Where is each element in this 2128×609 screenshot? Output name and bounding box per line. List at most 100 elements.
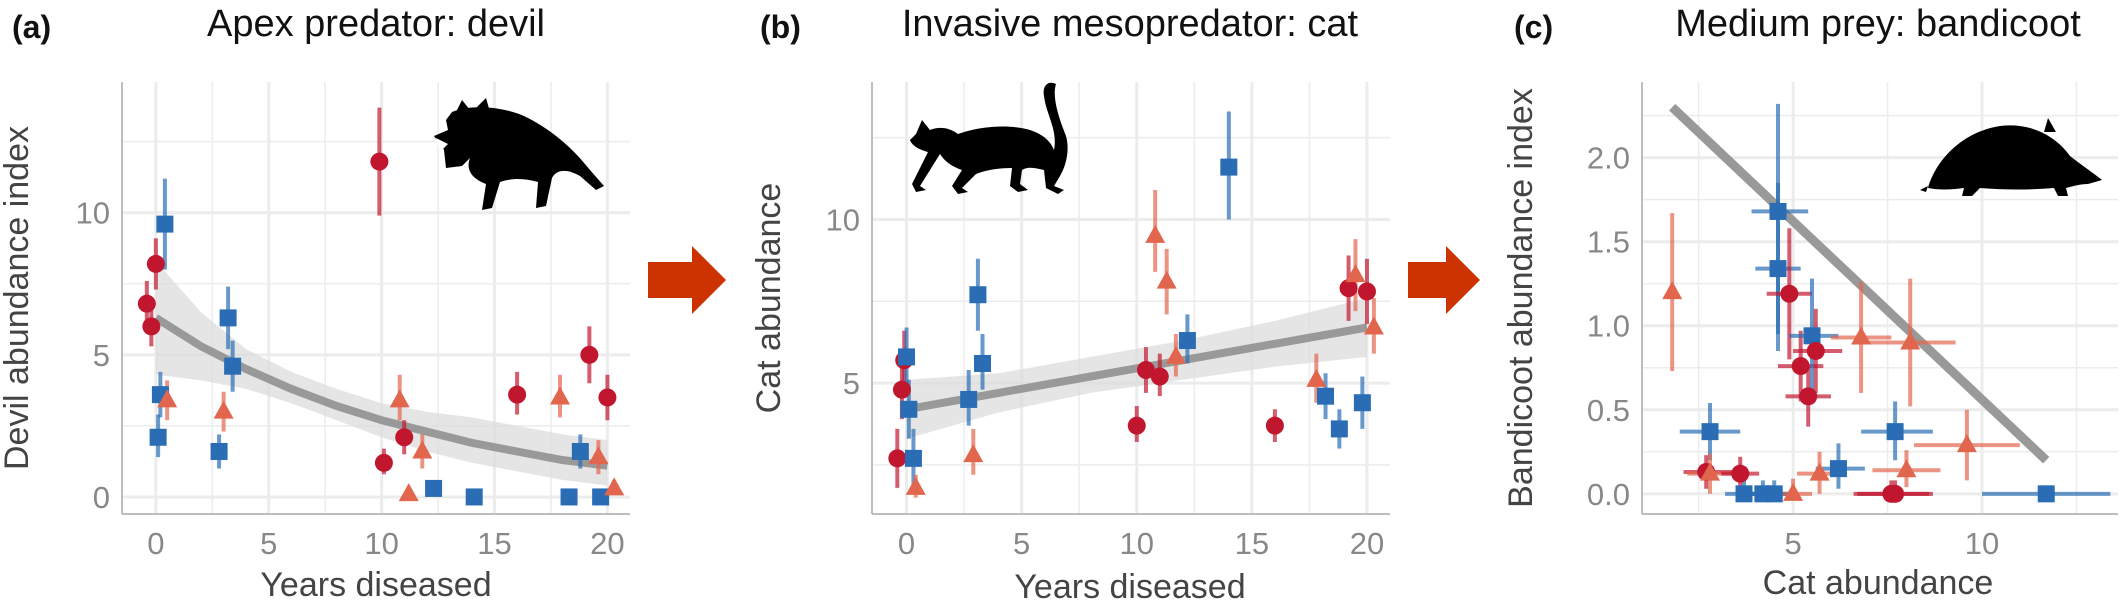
data-point-square	[960, 390, 978, 408]
panel-b-title: Invasive mesopredator: cat	[902, 3, 1359, 45]
data-point-square	[1829, 460, 1847, 478]
panel-c-x-axis-title: Cat abundance	[1763, 564, 1994, 602]
data-point-square	[1735, 485, 1753, 503]
data-point-triangle	[1156, 270, 1177, 289]
data-point-triangle	[1900, 331, 1921, 350]
data-point-square	[1317, 387, 1335, 405]
data-point-square	[1769, 260, 1787, 278]
data-point-circle	[370, 152, 389, 171]
data-point-square	[592, 488, 610, 506]
x-tick-label: 5	[1784, 526, 1801, 561]
data-point-circle	[1791, 357, 1810, 376]
data-point-circle	[1806, 341, 1825, 360]
arrow-right-icon	[648, 246, 726, 314]
panel-b-x-ticks: 0 5 10 15 20	[898, 526, 1384, 561]
panel-c-y-ticks: 0.0 0.5 1.0 1.5 2.0	[1587, 141, 1630, 512]
data-point-circle	[580, 345, 599, 364]
panel-a-tag: (a)	[12, 9, 51, 45]
data-point-triangle	[412, 440, 433, 459]
data-point-square	[1701, 423, 1719, 441]
y-tick-label: 2.0	[1587, 141, 1630, 176]
x-tick-label: 20	[590, 526, 624, 561]
data-point-triangle	[1809, 462, 1830, 481]
x-tick-label: 10	[1120, 526, 1154, 561]
x-tick-label: 15	[1235, 526, 1269, 561]
panel-b-grid	[871, 82, 1390, 515]
panel-a-points	[137, 152, 625, 506]
x-tick-label: 5	[260, 526, 277, 561]
data-point-triangle	[588, 446, 609, 465]
data-point-circle	[1886, 484, 1905, 503]
data-point-circle	[892, 380, 911, 399]
x-tick-label: 20	[1350, 526, 1384, 561]
x-tick-label: 10	[364, 526, 398, 561]
data-point-square	[219, 309, 237, 327]
data-point-square	[1803, 327, 1821, 345]
y-tick-label: 0.0	[1587, 477, 1630, 512]
data-point-square	[904, 449, 922, 467]
data-point-square	[571, 442, 589, 460]
panel-b-points	[888, 158, 1384, 495]
data-point-triangle	[1851, 326, 1872, 345]
x-tick-label: 0	[898, 526, 915, 561]
panel-a-title: Apex predator: devil	[207, 3, 545, 45]
data-point-square	[425, 479, 443, 497]
y-tick-label: 0	[93, 480, 110, 515]
data-point-triangle	[1700, 462, 1720, 481]
y-tick-label: 1.0	[1587, 309, 1630, 344]
data-point-triangle	[1345, 264, 1366, 283]
data-point-circle	[1127, 416, 1146, 435]
data-point-triangle	[963, 444, 984, 463]
data-point-square	[156, 215, 174, 233]
data-point-square	[900, 400, 918, 418]
data-point-square	[1178, 332, 1196, 350]
panel-b-y-axis-title: Cat abundance	[750, 183, 788, 414]
data-point-triangle	[1783, 482, 1804, 501]
data-point-triangle	[398, 483, 419, 502]
panel-a-ribbon-layer	[155, 261, 608, 486]
data-point-square	[1765, 485, 1783, 503]
x-tick-label: 15	[477, 526, 511, 561]
panel-c-x-ticks: 5 10	[1784, 526, 1999, 561]
y-tick-label: 1.5	[1587, 225, 1630, 260]
data-point-circle	[137, 294, 156, 313]
data-point-square	[560, 488, 578, 506]
data-point-square	[969, 286, 987, 304]
data-point-square	[149, 428, 167, 446]
data-point-square	[1886, 423, 1904, 441]
x-tick-label: 0	[147, 526, 164, 561]
panel-c-title: Medium prey: bandicoot	[1675, 3, 2081, 45]
data-point-circle	[1150, 367, 1169, 386]
data-point-circle	[508, 385, 527, 404]
panel-b-x-axis-title: Years diseased	[1014, 568, 1245, 606]
panel-a-silhouette	[434, 98, 604, 210]
data-point-circle	[1136, 361, 1155, 379]
panel-a-x-ticks: 0 5 10 15 20	[147, 526, 624, 561]
data-point-triangle	[1662, 281, 1683, 300]
data-point-square	[2037, 485, 2055, 503]
data-point-triangle	[213, 400, 234, 419]
data-point-circle	[1799, 387, 1818, 406]
data-point-circle	[374, 453, 393, 472]
data-point-circle	[1357, 282, 1376, 301]
data-point-triangle	[550, 386, 571, 405]
data-point-circle	[146, 254, 165, 273]
data-point-circle	[1265, 416, 1284, 435]
data-point-triangle	[389, 389, 410, 408]
data-point-square	[1330, 420, 1348, 438]
panel-c-tag: (c)	[1514, 9, 1553, 45]
panel-a-y-ticks: 0 5 10	[76, 196, 110, 515]
data-point-circle	[142, 317, 161, 336]
panel-c-y-axis-title: Bandicoot abundance index	[1502, 88, 1540, 508]
y-tick-label: 5	[93, 338, 110, 373]
tasmanian-devil-icon	[434, 98, 604, 210]
panel-b-silhouette	[910, 82, 1068, 194]
data-point-circle	[1780, 284, 1799, 303]
cat-icon	[910, 82, 1068, 194]
panel-a-y-axis-title: Devil abundance index	[0, 126, 36, 470]
data-point-circle	[888, 449, 907, 468]
panel-b-tag: (b)	[760, 9, 801, 45]
data-point-square	[1769, 202, 1787, 220]
panel-a: 0 5 10 15 20 0 5 10 (a) Apex predator: devil Y…	[0, 3, 630, 604]
